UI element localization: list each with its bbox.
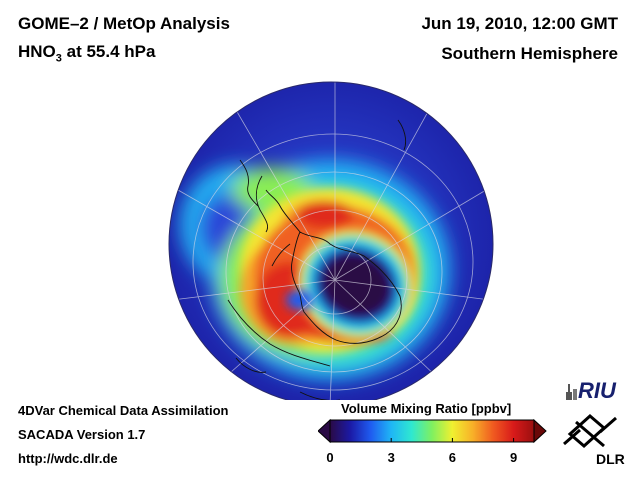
hno3-field xyxy=(169,82,493,400)
riu-text: RIU xyxy=(578,378,617,402)
colorbar-tick-label: 9 xyxy=(509,450,518,465)
colorbar-over-arrow xyxy=(533,418,547,444)
footer-system: 4DVar Chemical Data Assimilation xyxy=(18,403,229,418)
footer-link[interactable]: http://wdc.dlr.de xyxy=(18,451,118,466)
colorbar-tick-label: 6 xyxy=(448,450,457,465)
dlr-emblem-icon xyxy=(563,414,617,448)
dlr-text: DLR xyxy=(596,451,625,467)
colorbar-title: Volume Mixing Ratio [ppbv] xyxy=(341,401,512,416)
title-line-1: GOME–2 / MetOp Analysis xyxy=(18,14,230,33)
analysis-datetime: Jun 19, 2010, 12:00 GMT xyxy=(421,14,618,33)
species-subscript: 3 xyxy=(55,52,62,65)
colorbar-ticks xyxy=(329,438,515,442)
colorbar-tick-label: 0 xyxy=(326,450,334,465)
colorbar-tick-label: 3 xyxy=(387,450,395,465)
pressure-level: at 55.4 hPa xyxy=(61,42,156,61)
coastlines xyxy=(227,119,407,400)
riu-logo: RIU xyxy=(566,378,617,402)
colorbar-bar xyxy=(329,419,535,443)
colorbar-under-arrow xyxy=(318,418,331,444)
species-name: HNO xyxy=(18,42,56,61)
core-notch xyxy=(286,290,314,310)
title-line-2: HNO3 at 55.4 hPa xyxy=(18,42,155,64)
dlr-logo: DLR xyxy=(563,414,625,467)
colorbar xyxy=(318,418,547,444)
footer-version: SACADA Version 1.7 xyxy=(18,427,146,442)
riu-mark-icon xyxy=(566,384,577,400)
globe-map xyxy=(168,81,494,400)
globe-outline xyxy=(168,81,494,400)
hemisphere-label: Southern Hemisphere xyxy=(441,44,618,63)
